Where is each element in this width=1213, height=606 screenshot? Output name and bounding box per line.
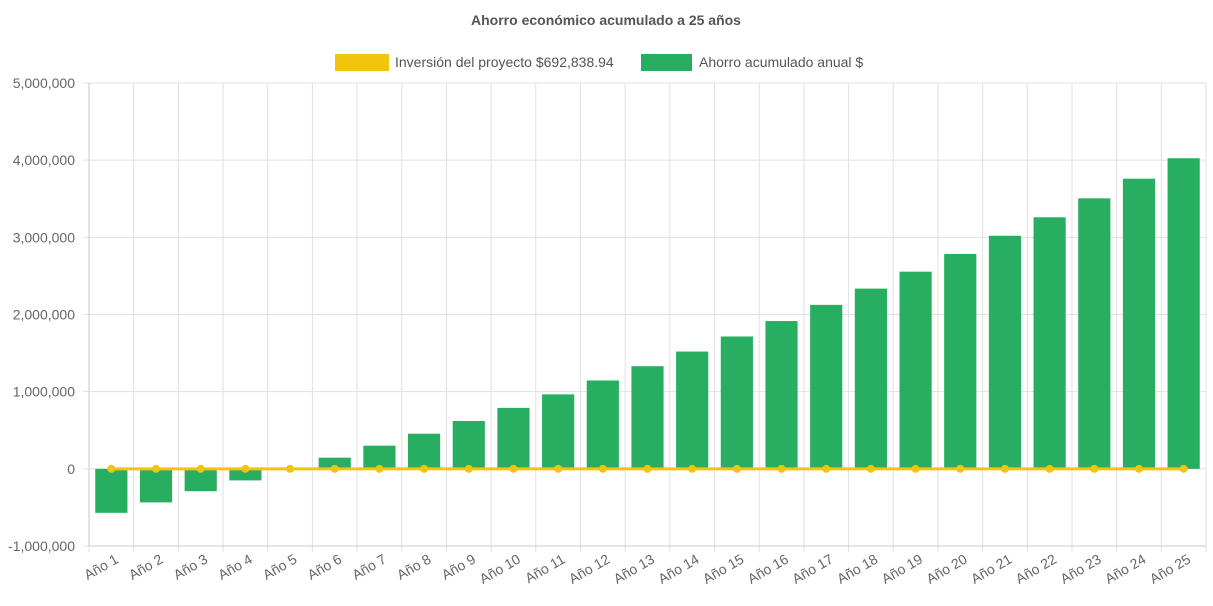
y-tick-label: -1,000,000 — [8, 538, 75, 554]
x-tick-label: Año 13 — [611, 551, 658, 587]
x-tick-label: Año 8 — [394, 551, 434, 583]
bar-ahorro[interactable] — [229, 468, 262, 481]
legend-swatch-ahorro — [641, 54, 692, 71]
bar-ahorro[interactable] — [542, 394, 575, 469]
bar-ahorro[interactable] — [676, 351, 709, 469]
bar-ahorro[interactable] — [1078, 198, 1111, 469]
point-inversion[interactable] — [822, 464, 831, 473]
point-inversion[interactable] — [911, 464, 920, 473]
x-tick-label: Año 22 — [1013, 551, 1060, 587]
bar-ahorro[interactable] — [1122, 178, 1156, 469]
bar-ahorro[interactable] — [765, 321, 798, 469]
point-inversion[interactable] — [866, 464, 875, 473]
x-tick-label: Año 16 — [745, 551, 792, 587]
bar-ahorro[interactable] — [586, 380, 619, 469]
bar-ahorro[interactable] — [899, 271, 932, 469]
point-inversion[interactable] — [1000, 464, 1009, 473]
x-tick-label: Año 19 — [879, 551, 926, 587]
point-inversion[interactable] — [375, 464, 384, 473]
bar-ahorro[interactable] — [408, 433, 441, 469]
bar-ahorro[interactable] — [363, 445, 396, 469]
legend-item-ahorro[interactable]: Ahorro acumulado anual $ — [641, 54, 863, 71]
point-inversion[interactable] — [732, 464, 741, 473]
bar-ahorro[interactable] — [1167, 158, 1200, 469]
x-tick-label: Año 4 — [215, 551, 255, 583]
x-tick-label: Año 20 — [923, 551, 970, 587]
legend-label-ahorro: Ahorro acumulado anual $ — [699, 54, 863, 70]
x-tick-label: Año 17 — [789, 551, 836, 587]
x-tick-label: Año 12 — [566, 551, 613, 587]
x-tick-label: Año 15 — [700, 551, 747, 587]
point-inversion[interactable] — [777, 464, 786, 473]
x-tick-label: Año 14 — [655, 551, 702, 587]
point-inversion[interactable] — [196, 464, 205, 473]
x-tick-label: Año 23 — [1057, 551, 1104, 587]
point-inversion[interactable] — [1045, 464, 1054, 473]
point-inversion[interactable] — [464, 464, 473, 473]
x-tick-label: Año 6 — [305, 551, 345, 583]
point-inversion[interactable] — [286, 464, 295, 473]
bar-ahorro[interactable] — [988, 235, 1022, 469]
y-tick-label: 3,000,000 — [13, 229, 75, 245]
x-tick-label: Año 3 — [171, 551, 211, 583]
x-tick-label: Año 21 — [968, 551, 1015, 587]
bar-ahorro[interactable] — [95, 468, 128, 513]
x-tick-label: Año 2 — [126, 551, 166, 583]
y-tick-label: 5,000,000 — [13, 75, 75, 91]
y-tick-label: 0 — [67, 461, 75, 477]
legend-item-inversion[interactable]: Inversión del proyecto $692,838.94 — [335, 54, 614, 71]
point-inversion[interactable] — [420, 464, 429, 473]
x-tick-label: Año 5 — [260, 551, 300, 583]
y-tick-label: 1,000,000 — [13, 384, 75, 400]
point-inversion[interactable] — [1179, 464, 1188, 473]
bar-ahorro[interactable] — [1033, 217, 1066, 469]
x-tick-label: Año 24 — [1102, 551, 1149, 587]
bar-ahorro[interactable] — [318, 457, 351, 469]
point-inversion[interactable] — [554, 464, 563, 473]
bar-ahorro[interactable] — [854, 288, 887, 469]
chart-title: Ahorro económico acumulado a 25 años — [471, 12, 741, 28]
point-inversion[interactable] — [107, 464, 116, 473]
x-tick-label: Año 10 — [477, 551, 524, 587]
legend[interactable]: Inversión del proyecto $692,838.94 Ahorr… — [335, 54, 863, 71]
y-tick-label: 4,000,000 — [13, 152, 75, 168]
point-inversion[interactable] — [241, 464, 250, 473]
bar-ahorro[interactable] — [452, 420, 485, 469]
point-inversion[interactable] — [330, 464, 339, 473]
point-inversion[interactable] — [688, 464, 697, 473]
x-tick-label: Año 1 — [81, 551, 121, 583]
point-inversion[interactable] — [1134, 464, 1143, 473]
point-inversion[interactable] — [152, 464, 161, 473]
y-tick-label: 2,000,000 — [13, 307, 75, 323]
bar-ahorro[interactable] — [497, 407, 530, 469]
point-inversion[interactable] — [643, 464, 652, 473]
legend-label-inversion: Inversión del proyecto $692,838.94 — [395, 54, 614, 70]
point-inversion[interactable] — [1090, 464, 1099, 473]
x-tick-label: Año 9 — [439, 551, 479, 583]
bar-ahorro[interactable] — [139, 468, 173, 503]
legend-swatch-inversion — [335, 54, 389, 71]
x-tick-label: Año 25 — [1147, 551, 1194, 587]
x-tick-label: Año 18 — [834, 551, 881, 587]
bar-ahorro[interactable] — [184, 468, 217, 492]
x-tick-label: Año 7 — [349, 551, 389, 583]
point-inversion[interactable] — [956, 464, 965, 473]
point-inversion[interactable] — [598, 464, 607, 473]
bar-ahorro[interactable] — [810, 304, 843, 469]
bar-ahorro[interactable] — [631, 366, 664, 469]
plot-area: 5,000,000 4,000,000 3,000,000 2,000,000 1,00… — [8, 75, 1207, 587]
bar-ahorro[interactable] — [720, 336, 753, 469]
point-inversion[interactable] — [509, 464, 518, 473]
x-tick-label: Año 11 — [522, 551, 568, 587]
bar-ahorro[interactable] — [944, 253, 977, 469]
